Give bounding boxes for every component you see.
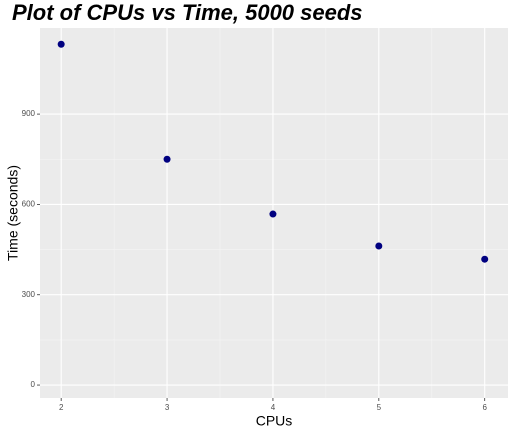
x-tick-label: 5	[377, 403, 382, 412]
x-tick-label: 2	[59, 403, 64, 412]
point	[269, 210, 277, 218]
marks	[57, 40, 489, 263]
y-axis-title: Time (seconds)	[5, 165, 21, 261]
x-tick-label: 3	[165, 403, 170, 412]
y-tick-label: 600	[22, 200, 36, 209]
point	[375, 242, 383, 250]
x-tick-label: 6	[482, 403, 487, 412]
point	[57, 40, 65, 48]
chart-title: Plot of CPUs vs Time, 5000 seeds	[12, 0, 363, 25]
x-tick-label: 4	[271, 403, 276, 412]
y-tick-label: 0	[31, 380, 36, 389]
x-axis-title: CPUs	[256, 413, 293, 429]
y-tick-label: 300	[22, 290, 36, 299]
y-tick-label: 900	[22, 109, 36, 118]
point	[481, 255, 489, 263]
point	[163, 155, 171, 163]
